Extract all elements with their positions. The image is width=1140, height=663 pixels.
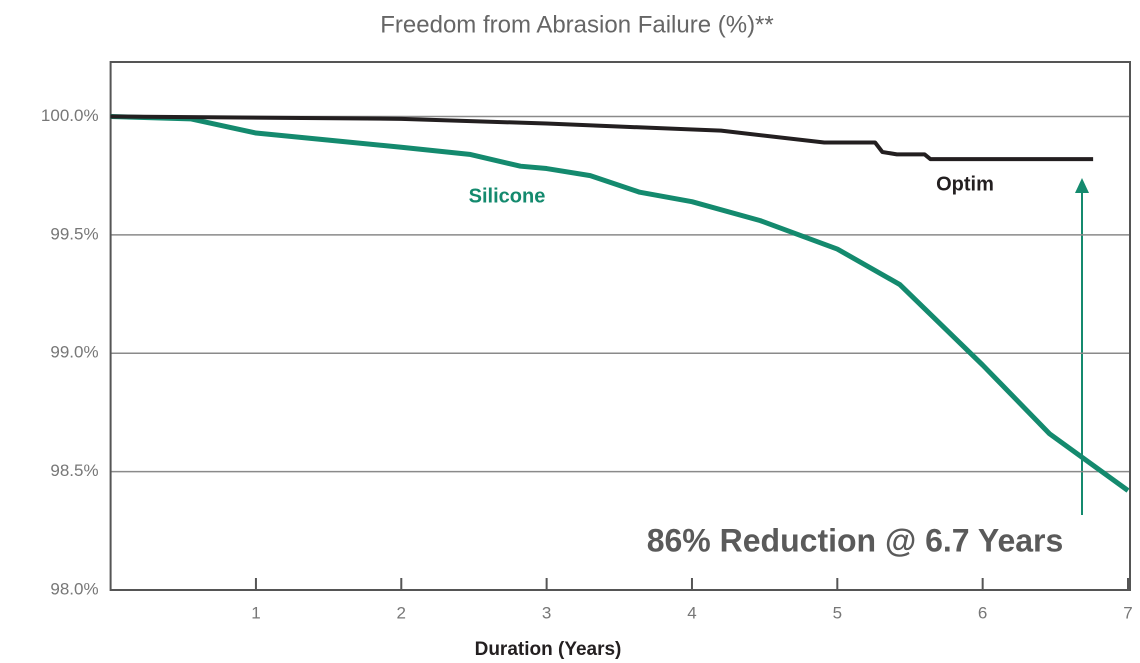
- series-label: Optim: [936, 173, 994, 195]
- y-tick-label: 98.0%: [50, 579, 98, 598]
- annotation: 86% Reduction @ 6.7 Years: [647, 522, 1064, 558]
- x-tick-label: 6: [978, 603, 987, 622]
- y-tick-label: 98.5%: [50, 461, 98, 480]
- x-tick-label: 3: [542, 603, 551, 622]
- chart-title: Freedom from Abrasion Failure (%)**: [380, 11, 773, 38]
- x-axis-label: Duration (Years): [475, 639, 622, 660]
- y-tick-label: 99.5%: [50, 224, 98, 243]
- x-tick-label: 7: [1123, 603, 1132, 622]
- x-tick-label: 5: [833, 603, 842, 622]
- x-tick-label: 1: [251, 603, 260, 622]
- series-line: [110, 114, 1094, 162]
- y-tick-label: 99.0%: [50, 343, 98, 362]
- x-tick-label: 2: [397, 603, 406, 622]
- arrow-head: [1075, 178, 1089, 193]
- plot-frame: [109, 61, 1132, 591]
- series-line: [110, 113, 1130, 493]
- x-tick-label: 4: [687, 603, 696, 622]
- series-label: Silicone: [469, 185, 546, 207]
- y-tick-label: 100.0%: [41, 106, 99, 125]
